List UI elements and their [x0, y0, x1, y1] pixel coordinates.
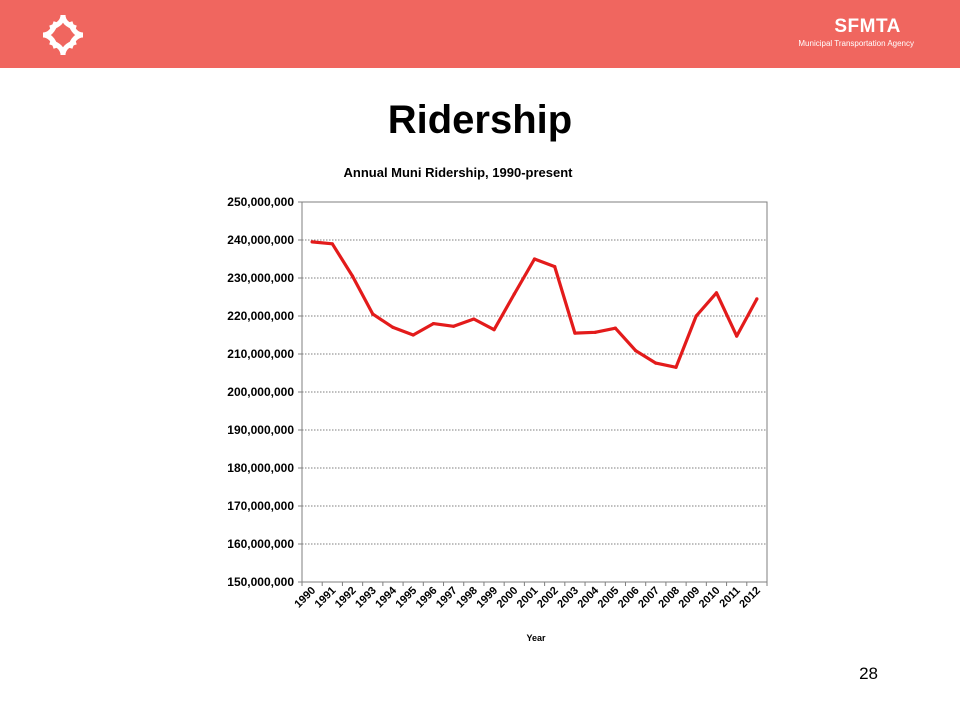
x-tick-label: 1994 — [373, 584, 399, 610]
y-tick-label: 240,000,000 — [227, 233, 294, 247]
x-tick-label: 2003 — [555, 585, 581, 611]
x-axis-label: Year — [526, 633, 546, 643]
series-layer — [310, 240, 759, 369]
x-tick-label: 1998 — [454, 585, 480, 611]
gridlines — [302, 239, 767, 545]
data-point — [350, 274, 355, 278]
data-point — [512, 292, 516, 296]
data-point — [633, 348, 638, 353]
data-point — [735, 334, 739, 338]
x-tick-label: 2007 — [636, 585, 662, 611]
page-title: Ridership — [387, 98, 573, 142]
x-tick-label: 2008 — [656, 585, 682, 611]
x-tick-label: 2009 — [677, 585, 703, 611]
data-point — [714, 291, 719, 295]
x-tick-label: 2010 — [697, 585, 723, 611]
x-tick-label: 2012 — [737, 585, 763, 611]
brand-block: SFMTA Municipal Transportation Agency — [798, 17, 914, 50]
x-tick-label: 2002 — [535, 585, 561, 611]
x-tick-label: 2000 — [495, 585, 521, 611]
y-tick-label: 210,000,000 — [227, 347, 294, 361]
brand-name: SFMTA — [834, 16, 901, 37]
page-number: 28 — [859, 664, 878, 683]
data-point — [371, 312, 375, 316]
data-point — [330, 242, 334, 246]
x-tick-label: 2004 — [575, 584, 601, 610]
data-point — [492, 328, 496, 332]
x-tick-label: 2011 — [717, 585, 742, 610]
data-point — [431, 322, 436, 326]
x-tick-label: 2006 — [616, 585, 642, 611]
data-point — [694, 314, 698, 318]
x-tick-label: 2005 — [596, 585, 622, 611]
y-tick-label: 250,000,000 — [227, 195, 294, 209]
brand-subtitle: Municipal Transportation Agency — [798, 39, 914, 48]
data-point — [411, 333, 415, 337]
x-tick-label: 1991 — [313, 585, 339, 611]
data-point — [573, 331, 577, 335]
x-tick-label: 1993 — [353, 585, 379, 611]
y-tick-label: 180,000,000 — [227, 461, 294, 475]
data-point — [674, 365, 678, 369]
header-bar: SFMTA Municipal Transportation Agency — [0, 0, 960, 68]
x-tick-label: 1990 — [292, 585, 318, 611]
data-point — [593, 330, 597, 334]
y-tick-label: 150,000,000 — [227, 575, 294, 589]
data-point — [613, 326, 617, 330]
x-tick-label: 2001 — [515, 585, 541, 611]
x-tick-label: 1996 — [414, 585, 440, 611]
x-tick-label: 1992 — [333, 585, 359, 611]
data-point — [310, 240, 314, 244]
y-tick-label: 170,000,000 — [227, 499, 294, 513]
y-tick-label: 160,000,000 — [227, 537, 294, 551]
data-point — [472, 317, 476, 321]
x-axis-ticks: 1990199119921993199419951996199719981999… — [292, 582, 768, 611]
y-tick-label: 200,000,000 — [227, 385, 294, 399]
data-point — [391, 325, 395, 329]
y-tick-label: 220,000,000 — [227, 309, 294, 323]
y-axis-ticks: 150,000,000 160,000,000 170,000,000 180,000… — [227, 195, 302, 589]
data-point — [452, 324, 456, 328]
sfmta-diamond-logo-icon[interactable] — [40, 12, 86, 58]
data-point — [755, 297, 759, 301]
data-point — [654, 361, 658, 365]
data-point — [553, 265, 557, 269]
x-tick-label: 1997 — [434, 585, 460, 611]
x-tick-label: 1999 — [474, 585, 500, 611]
y-tick-label: 230,000,000 — [227, 271, 294, 285]
ridership-series-line — [311, 240, 759, 369]
y-tick-label: 190,000,000 — [227, 423, 294, 437]
x-tick-label: 1995 — [394, 585, 420, 611]
data-point — [532, 257, 537, 261]
chart-title: Annual Muni Ridership, 1990-present — [344, 165, 574, 180]
